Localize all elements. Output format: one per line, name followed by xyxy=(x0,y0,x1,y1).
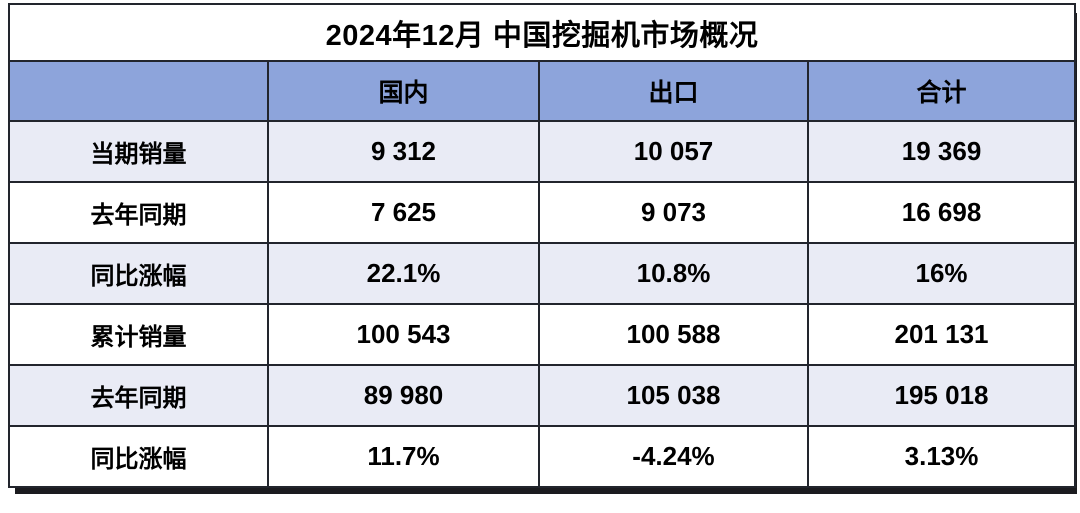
row-label: 去年同期 xyxy=(8,181,269,244)
table-body: 当期销量 9 312 10 057 19 369 去年同期 7 625 9 07… xyxy=(8,120,1077,488)
cell-domestic: 9 312 xyxy=(267,120,540,183)
cell-domestic: 22.1% xyxy=(267,242,540,305)
table-row: 当期销量 9 312 10 057 19 369 xyxy=(8,120,1077,183)
cell-total: 201 131 xyxy=(806,303,1077,366)
column-header-empty xyxy=(8,60,269,122)
cell-domestic: 11.7% xyxy=(267,425,540,488)
cell-export: 100 588 xyxy=(538,303,809,366)
cell-total: 19 369 xyxy=(806,120,1077,183)
table-row: 累计销量 100 543 100 588 201 131 xyxy=(8,303,1077,366)
table-row: 同比涨幅 11.7% -4.24% 3.13% xyxy=(8,425,1077,488)
cell-export: 105 038 xyxy=(538,364,809,427)
table-title: 2024年12月 中国挖掘机市场概况 xyxy=(7,3,1077,62)
excavator-market-table: 2024年12月 中国挖掘机市场概况 国内 出口 合计 当期销量 9 312 1… xyxy=(7,3,1077,488)
row-label: 累计销量 xyxy=(8,303,269,366)
cell-total: 3.13% xyxy=(806,425,1077,488)
row-label: 同比涨幅 xyxy=(8,242,269,305)
row-label: 去年同期 xyxy=(8,364,269,427)
cell-export: 10.8% xyxy=(538,242,809,305)
column-header-total: 合计 xyxy=(806,60,1077,122)
cell-domestic: 7 625 xyxy=(267,181,540,244)
table-header-row: 国内 出口 合计 xyxy=(8,60,1077,122)
data-table: 2024年12月 中国挖掘机市场概况 国内 出口 合计 当期销量 9 312 1… xyxy=(7,3,1077,488)
cell-total: 16% xyxy=(806,242,1077,305)
table-row: 去年同期 89 980 105 038 195 018 xyxy=(8,364,1077,427)
cell-domestic: 100 543 xyxy=(267,303,540,366)
cell-export: -4.24% xyxy=(538,425,809,488)
table-row: 去年同期 7 625 9 073 16 698 xyxy=(8,181,1077,244)
cell-domestic: 89 980 xyxy=(267,364,540,427)
cell-total: 195 018 xyxy=(806,364,1077,427)
column-header-export: 出口 xyxy=(538,60,809,122)
table-row: 同比涨幅 22.1% 10.8% 16% xyxy=(8,242,1077,305)
cell-export: 10 057 xyxy=(538,120,809,183)
row-label: 当期销量 xyxy=(8,120,269,183)
column-header-domestic: 国内 xyxy=(267,60,540,122)
row-label: 同比涨幅 xyxy=(8,425,269,488)
table-title-row: 2024年12月 中国挖掘机市场概况 xyxy=(7,3,1077,62)
cell-total: 16 698 xyxy=(806,181,1077,244)
cell-export: 9 073 xyxy=(538,181,809,244)
